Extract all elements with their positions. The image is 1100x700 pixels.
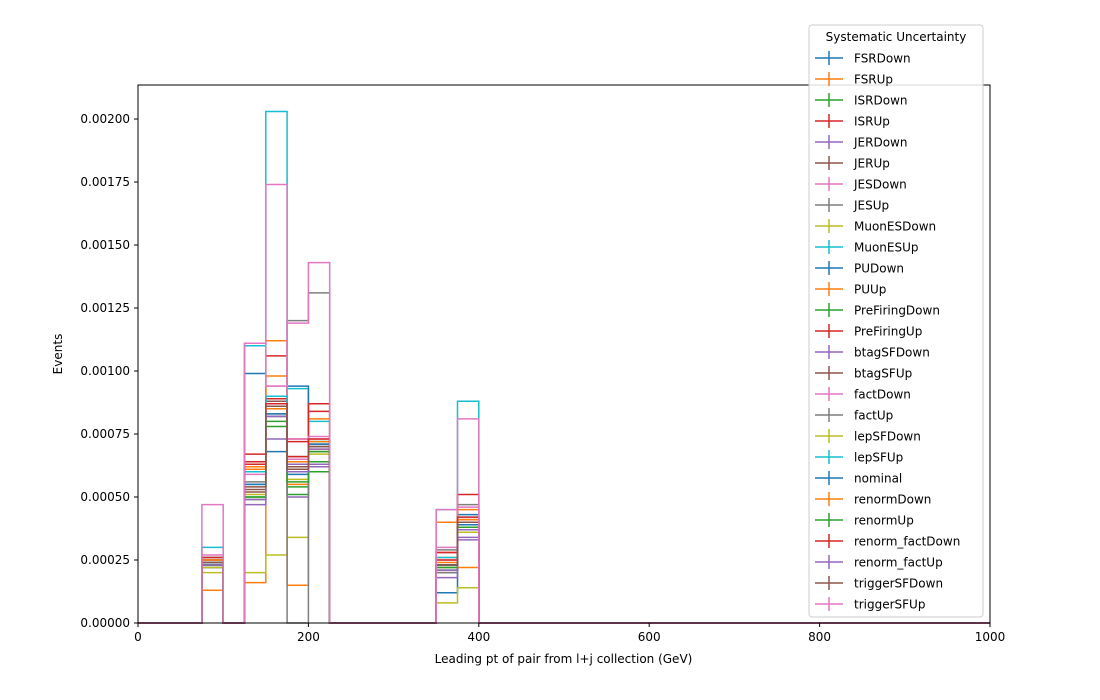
y-tick-label: 0.00050	[80, 490, 130, 504]
legend-title: Systematic Uncertainty	[826, 30, 967, 44]
legend-item-FSRDown: FSRDown	[815, 51, 911, 66]
legend-item-PUDown: PUDown	[815, 261, 904, 276]
x-tick-label: 0	[134, 630, 142, 644]
legend-item-PUUp: PUUp	[815, 282, 886, 297]
legend-item-factUp: factUp	[815, 408, 893, 423]
legend-item-JERUp: JERUp	[815, 156, 890, 171]
legend-label: FSRDown	[854, 52, 911, 66]
legend-label: triggerSFUp	[854, 598, 925, 612]
legend-label: renorm_factUp	[854, 556, 943, 570]
y-tick-label: 0.00125	[80, 301, 130, 315]
legend-item-JERDown: JERDown	[815, 135, 907, 150]
series-line-triggerSFUp	[138, 261, 990, 624]
plot-frame	[137, 84, 991, 624]
y-tick-label: 0.00075	[80, 427, 130, 441]
legend-label: ISRUp	[854, 115, 890, 129]
x-tick-label: 1000	[975, 630, 1006, 644]
y-tick-label: 0.00025	[80, 553, 130, 567]
legend-label: lepSFUp	[854, 451, 903, 465]
legend-item-renormUp: renormUp	[815, 513, 914, 528]
legend-label: ISRDown	[854, 94, 908, 108]
y-tick-label: 0.00150	[80, 238, 130, 252]
legend-label: renorm_factDown	[854, 535, 960, 549]
x-tick-label: 400	[467, 630, 490, 644]
legend-item-btagSFDown: btagSFDown	[815, 345, 930, 360]
legend-item-triggerSFUp: triggerSFUp	[815, 597, 925, 612]
legend-item-renorm_factDown: renorm_factDown	[815, 534, 960, 549]
legend-item-btagSFUp: btagSFUp	[815, 366, 912, 381]
legend-label: JESUp	[853, 199, 889, 213]
legend-label: btagSFDown	[854, 346, 930, 360]
legend-label: MuonESUp	[854, 241, 919, 255]
legend-box	[808, 24, 984, 618]
legend-item-renormDown: renormDown	[815, 492, 931, 507]
legend-label: factUp	[854, 409, 893, 423]
y-tick-label: 0.00100	[80, 364, 130, 378]
x-tick-label: 200	[297, 630, 320, 644]
legend-label: PUDown	[854, 262, 904, 276]
legend-label: renormDown	[854, 493, 931, 507]
y-axis-label: Events	[51, 334, 65, 375]
y-tick-label: 0.00200	[80, 112, 130, 126]
legend-item-JESUp: JESUp	[815, 198, 889, 213]
legend-label: renormUp	[854, 514, 914, 528]
legend-item-triggerSFDown: triggerSFDown	[815, 576, 943, 591]
legend-label: FSRUp	[854, 73, 893, 87]
legend-item-lepSFUp: lepSFUp	[815, 450, 903, 465]
legend-item-MuonESUp: MuonESUp	[815, 240, 919, 255]
legend-label: JERUp	[853, 157, 890, 171]
y-axis: 0.00000 0.00025 0.00050 0.00075 0.00100 0.001…	[80, 112, 138, 630]
legend-item-FSRUp: FSRUp	[815, 72, 893, 87]
legend-item-lepSFDown: lepSFDown	[815, 429, 921, 444]
legend-label: factDown	[854, 388, 911, 402]
legend: Systematic Uncertainty FSRDown FSRUp ISRDow…	[808, 24, 984, 618]
y-tick-label: 0.00175	[80, 175, 130, 189]
legend-label: nominal	[854, 472, 902, 486]
legend-item-renorm_factUp: renorm_factUp	[815, 555, 943, 570]
legend-item-JESDown: JESDown	[815, 177, 907, 192]
legend-item-nominal: nominal	[815, 471, 902, 486]
series-line-factDown	[138, 183, 990, 624]
legend-item-MuonESDown: MuonESDown	[815, 219, 936, 234]
x-tick-label: 600	[638, 630, 661, 644]
legend-label: PreFiringDown	[854, 304, 940, 318]
x-tick-label: 800	[808, 630, 831, 644]
legend-label: triggerSFDown	[854, 577, 943, 591]
legend-item-factDown: factDown	[815, 387, 911, 402]
legend-label: lepSFDown	[854, 430, 921, 444]
x-axis: 0 200 400 600 800 1000	[134, 623, 1005, 644]
series-line-triggerSFDown	[138, 405, 990, 624]
legend-label: PreFiringUp	[854, 325, 922, 339]
x-axis-label: Leading pt of pair from l+j collection (…	[435, 652, 693, 666]
legend-label: MuonESDown	[854, 220, 936, 234]
legend-label: PUUp	[854, 283, 886, 297]
legend-item-ISRUp: ISRUp	[815, 114, 890, 129]
legend-item-PreFiringDown: PreFiringDown	[815, 303, 940, 318]
plot-area	[137, 84, 991, 624]
legend-label: JESDown	[853, 178, 907, 192]
legend-item-ISRDown: ISRDown	[815, 93, 908, 108]
y-tick-label: 0.00000	[80, 616, 130, 630]
legend-item-PreFiringUp: PreFiringUp	[815, 324, 922, 339]
legend-label: JERDown	[853, 136, 907, 150]
legend-label: btagSFUp	[854, 367, 912, 381]
